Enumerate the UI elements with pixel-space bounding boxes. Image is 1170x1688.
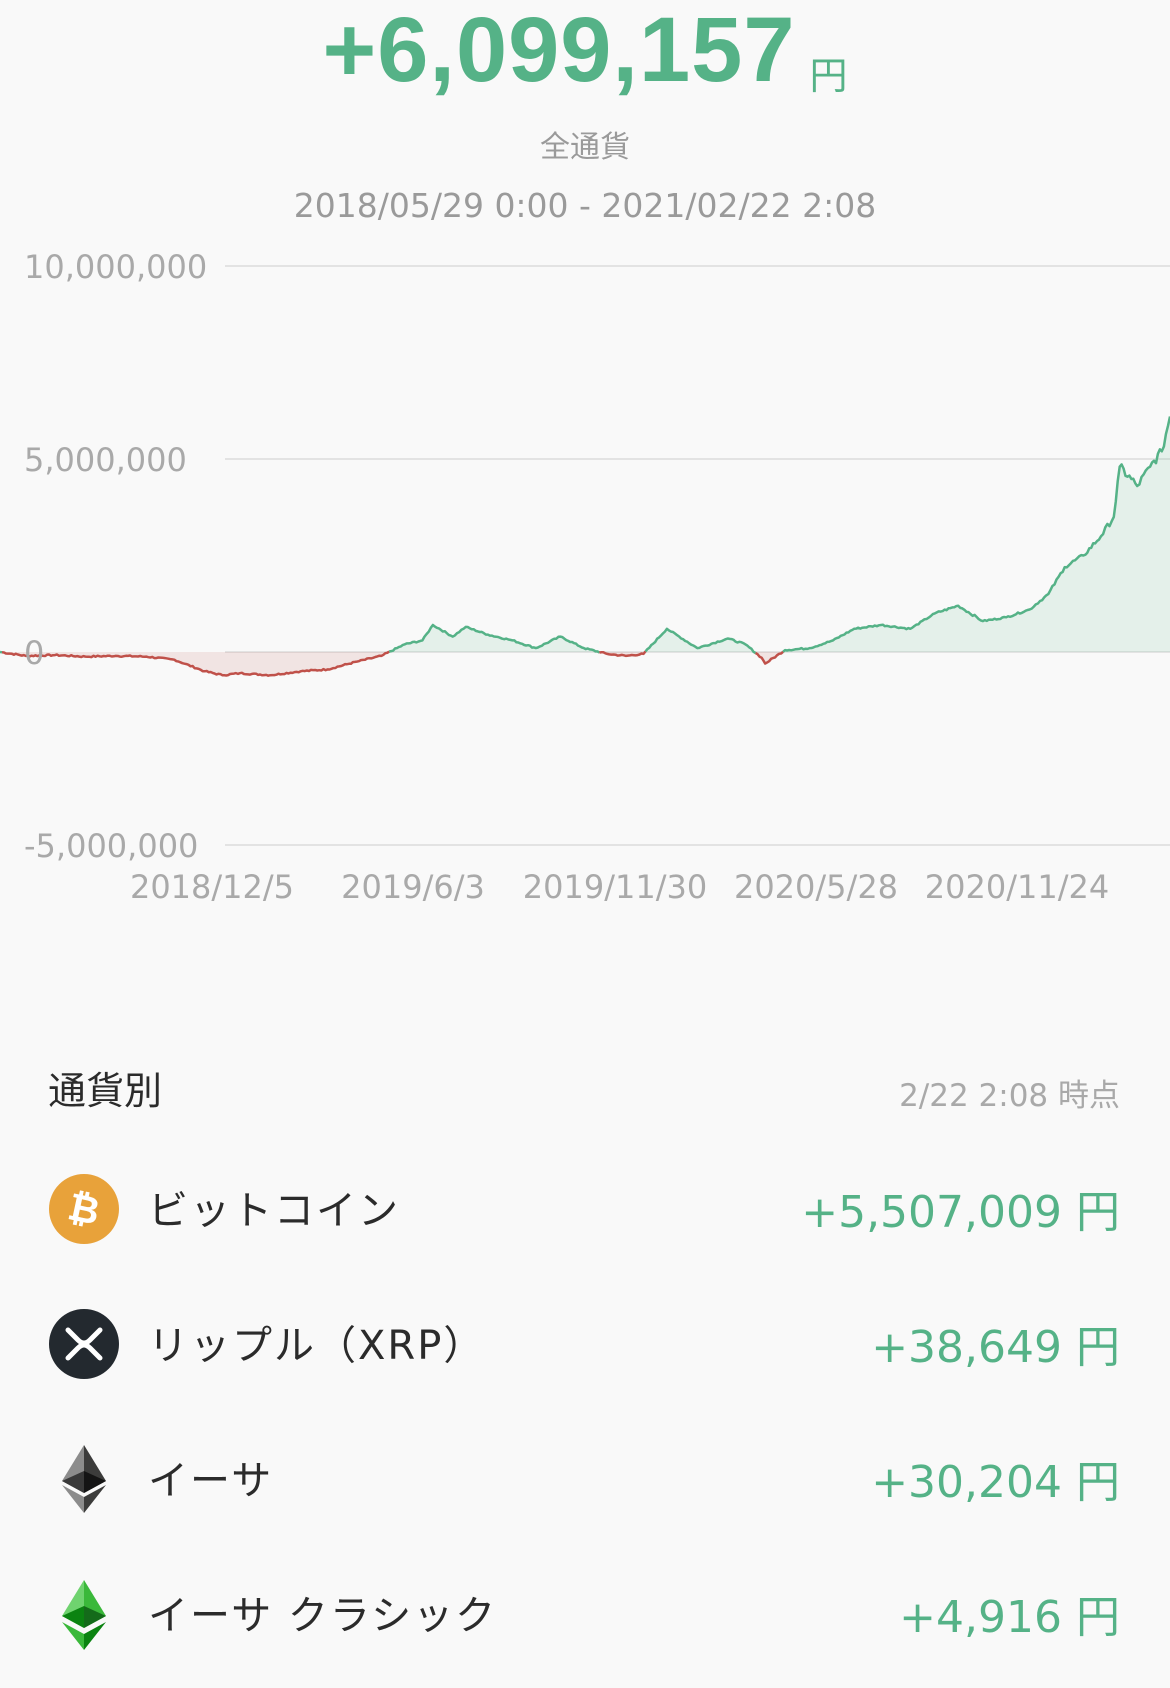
y-tick-label: 0	[24, 634, 44, 672]
total-profit-unit: 円	[810, 54, 848, 98]
x-tick-label: 2020/11/24	[925, 868, 1109, 906]
currency-value: +5,507,009 円	[801, 1176, 1120, 1240]
y-tick-label: 10,000,000	[24, 250, 207, 286]
ethereum-icon	[48, 1443, 120, 1515]
currency-row-xrp[interactable]: リップル（XRP） +38,649 円	[0, 1283, 1170, 1418]
currency-value: +30,204 円	[871, 1446, 1120, 1510]
xrp-icon	[48, 1308, 120, 1380]
x-tick-label: 2018/12/5	[130, 868, 294, 906]
area-fill-pos-2	[389, 625, 599, 653]
x-tick-label: 2019/11/30	[523, 868, 707, 906]
currency-name: イーサ	[148, 1448, 273, 1506]
by-currency-title: 通貨別	[48, 1060, 162, 1115]
x-tick-label: 2019/6/3	[341, 868, 485, 906]
total-profit: +6,099,157 円	[0, 0, 1170, 100]
bitcoin-icon: ₿	[48, 1173, 120, 1245]
currency-scope-label: 全通貨	[0, 122, 1170, 166]
currency-list: ₿ ビットコイン +5,507,009 円 リップル（XRP） +38,649 …	[0, 1148, 1170, 1688]
date-range-label: 2018/05/29 0:00 - 2021/02/22 2:08	[0, 186, 1170, 225]
by-currency-header: 通貨別 2/22 2:08 時点	[48, 1060, 1120, 1120]
y-tick-label: 5,000,000	[24, 441, 187, 479]
as-of-timestamp: 2/22 2:08 時点	[899, 1070, 1120, 1115]
currency-name: ビットコイン	[148, 1178, 400, 1236]
currency-value: +38,649 円	[871, 1311, 1120, 1375]
currency-name: リップル（XRP）	[148, 1313, 485, 1371]
x-tick-label: 2020/5/28	[734, 868, 898, 906]
y-tick-label: -5,000,000	[24, 827, 198, 865]
currency-row-ethereum-classic[interactable]: イーサ クラシック +4,916 円	[0, 1553, 1170, 1688]
currency-name: イーサ クラシック	[148, 1583, 497, 1641]
currency-row-ethereum[interactable]: イーサ +30,204 円	[0, 1418, 1170, 1553]
ethereum-classic-icon	[48, 1578, 120, 1650]
total-profit-amount: +6,099,157	[322, 0, 795, 100]
currency-value: +4,916 円	[899, 1581, 1120, 1645]
currency-row-bitcoin[interactable]: ₿ ビットコイン +5,507,009 円	[0, 1148, 1170, 1283]
